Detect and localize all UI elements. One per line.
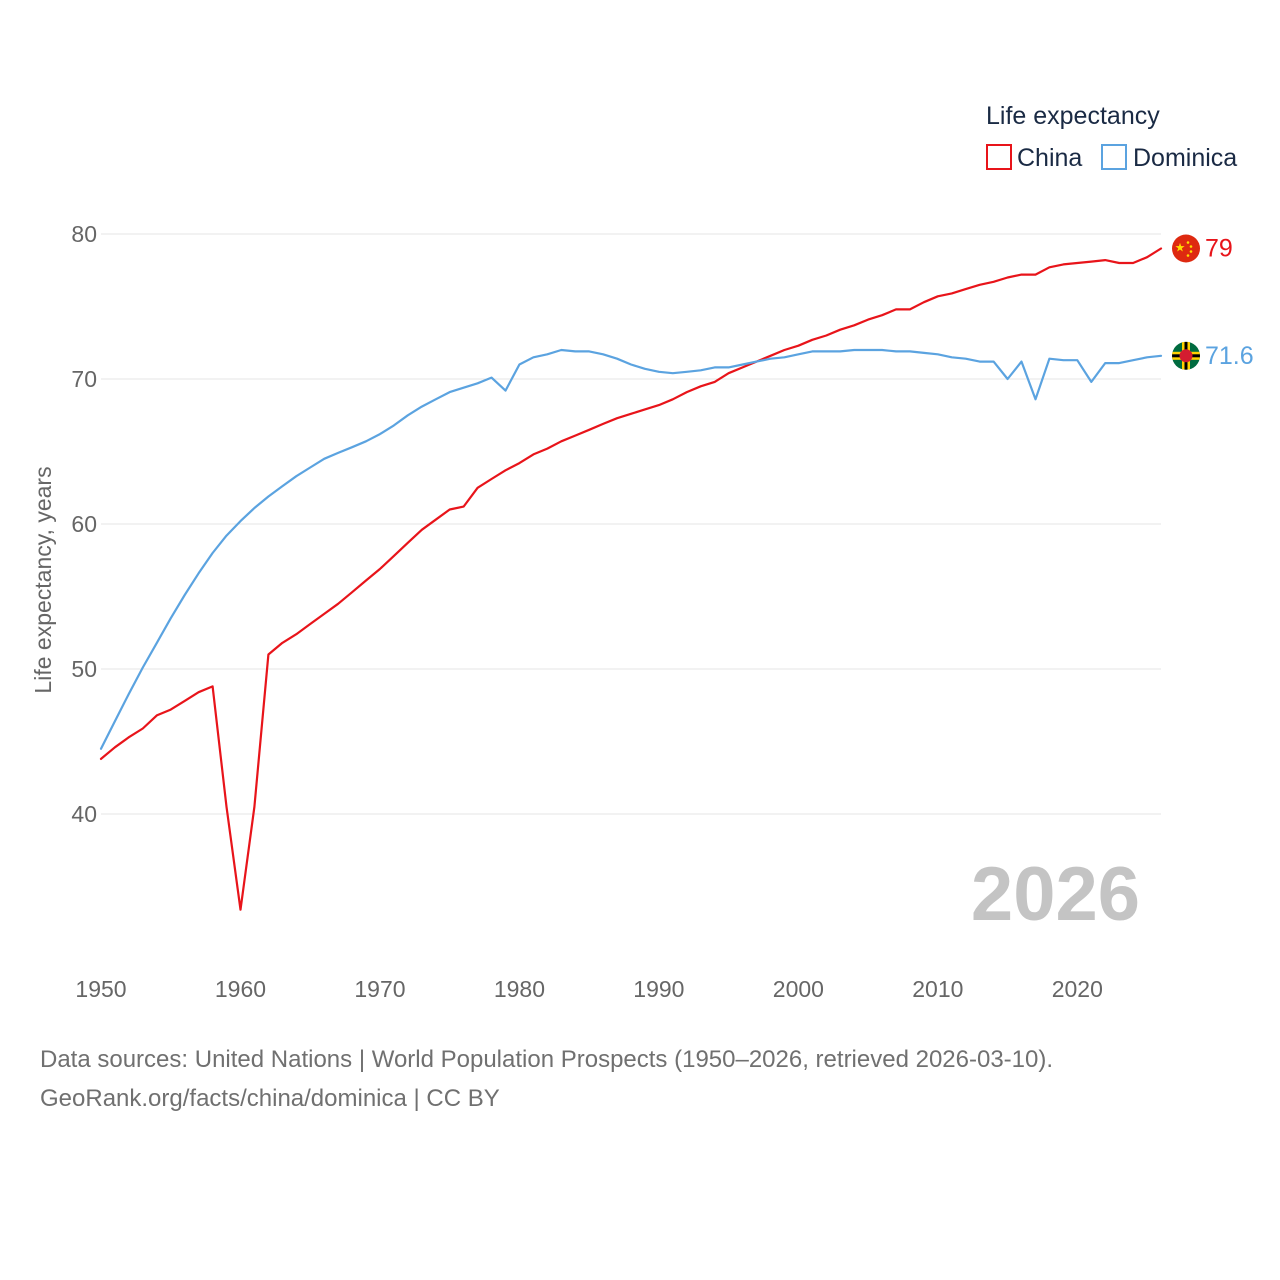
y-tick-label-70: 70 — [71, 366, 97, 392]
y-axis-ticks: 40 50 60 70 80 — [71, 221, 97, 827]
x-tick-label-2000: 2000 — [773, 976, 824, 1002]
footer-credit[interactable]: GeoRank.org/facts/china/dominica | CC BY — [40, 1085, 500, 1112]
x-axis-ticks: 1950 1960 1970 1980 1990 2000 2010 2020 — [75, 976, 1102, 1002]
legend-item-china[interactable]: China — [986, 144, 1082, 172]
x-tick-label-1950: 1950 — [75, 976, 126, 1002]
x-tick-label-1980: 1980 — [494, 976, 545, 1002]
x-tick-label-1990: 1990 — [633, 976, 684, 1002]
series-line-dominica — [99, 348, 1163, 750]
footer-sources: Data sources: United Nations | World Pop… — [40, 1046, 1054, 1073]
legend[interactable]: Life expectancy China Dominica — [986, 102, 1237, 172]
series-lines — [99, 247, 1163, 911]
dominica-flag-icon — [1172, 341, 1200, 370]
x-tick-label-2010: 2010 — [912, 976, 963, 1002]
flag-star-small-3 — [1186, 254, 1190, 257]
flag-star-large: ★ — [1175, 241, 1186, 255]
flag-star-small-2 — [1189, 250, 1193, 253]
end-labels: ★ 79 71.6 — [1172, 234, 1254, 370]
y-axis-title: Life expectancy, years — [30, 466, 56, 693]
y-tick-label-60: 60 — [71, 511, 97, 537]
legend-swatch-china — [986, 144, 1012, 170]
legend-item-dominica[interactable]: Dominica — [1101, 144, 1237, 172]
x-tick-label-1970: 1970 — [354, 976, 405, 1002]
legend-title: Life expectancy — [986, 102, 1160, 130]
x-tick-label-1960: 1960 — [215, 976, 266, 1002]
end-value-label-china: 79 — [1205, 235, 1233, 263]
y-tick-label-50: 50 — [71, 656, 97, 682]
year-watermark: 2026 — [971, 852, 1140, 937]
flag-star-small-1 — [1189, 245, 1193, 248]
china-flag-icon: ★ — [1172, 234, 1200, 263]
legend-label-china: China — [1017, 144, 1082, 172]
y-tick-label-80: 80 — [71, 221, 97, 247]
y-tick-label-40: 40 — [71, 801, 97, 827]
series-line-china — [99, 247, 1163, 911]
flag-disc — [1179, 349, 1193, 363]
legend-label-dominica: Dominica — [1133, 144, 1237, 172]
legend-swatch-dominica — [1101, 144, 1127, 170]
flag-field — [1172, 234, 1200, 263]
x-tick-label-2020: 2020 — [1052, 976, 1103, 1002]
end-value-label-dominica: 71.6 — [1205, 342, 1254, 370]
gridlines — [101, 233, 1161, 815]
flag-star-small-0 — [1186, 241, 1190, 244]
